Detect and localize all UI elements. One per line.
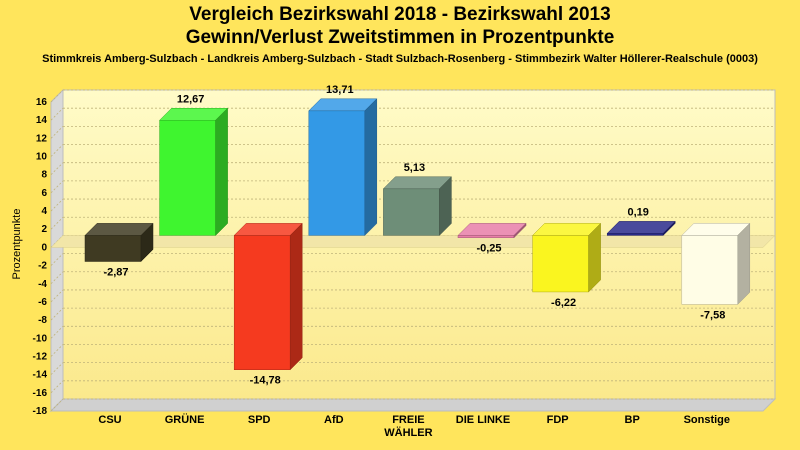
x-tick-label: WÄHLER <box>384 426 432 439</box>
y-tick-label: -18 <box>33 406 48 417</box>
y-tick-label: 12 <box>36 133 48 144</box>
data-label: 13,71 <box>326 84 354 96</box>
gridline-side <box>50 344 64 357</box>
y-tick-label: -2 <box>38 261 47 272</box>
bar-freie-w-hler <box>383 188 440 236</box>
gridline-side <box>50 144 64 157</box>
bar-side <box>215 107 228 237</box>
bar-spd <box>233 235 291 370</box>
gridline-side <box>50 362 64 375</box>
y-tick-label: 14 <box>36 115 48 126</box>
gridline-side <box>50 198 64 212</box>
y-tick-label: -6 <box>38 297 47 308</box>
chart-subtitle: Gewinn/Verlust Zweitstimmen in Prozentpu… <box>185 27 615 48</box>
gridline-side <box>50 271 64 285</box>
gridline-side <box>50 89 64 103</box>
bar-side <box>588 222 601 293</box>
x-tick-label: BP <box>625 414 640 426</box>
gridline-side <box>50 380 64 394</box>
bar-side <box>364 98 378 237</box>
bar-csu <box>84 235 142 262</box>
x-tick-label: GRÜNE <box>165 413 205 426</box>
chart-floor <box>49 398 777 412</box>
chart-side-wall <box>50 88 64 413</box>
y-tick-label: -4 <box>38 279 47 290</box>
x-tick-label: FDP <box>547 414 569 426</box>
gridline-side <box>50 289 64 303</box>
gridline-side <box>50 307 64 321</box>
gridline-side <box>50 126 64 139</box>
data-label: -0,25 <box>476 243 501 255</box>
gridline-side <box>50 107 64 121</box>
bar-sonstige <box>681 235 739 305</box>
bar-die-linke <box>457 235 515 238</box>
bar-side <box>289 222 303 371</box>
y-tick-label: 2 <box>41 224 47 235</box>
y-tick-label: 10 <box>36 152 48 163</box>
y-tick-label: -16 <box>33 388 48 399</box>
bar-fdp <box>532 235 589 293</box>
y-tick-label: -8 <box>38 315 47 326</box>
bar-gr-ne <box>159 120 216 236</box>
gridline-side <box>50 180 64 194</box>
x-tick-label: CSU <box>98 414 121 426</box>
bar-side <box>662 220 676 237</box>
y-axis-label: Prozentpunkte <box>11 209 23 280</box>
y-tick-label: -14 <box>33 370 48 381</box>
data-label: 12,67 <box>177 93 205 105</box>
data-label: -6,22 <box>551 297 576 309</box>
bar-side <box>737 222 751 305</box>
y-tick-label: 6 <box>41 188 47 199</box>
y-tick-label: -12 <box>33 351 48 362</box>
y-tick-label: 8 <box>41 170 47 181</box>
bar-side <box>513 222 527 239</box>
bar-side <box>140 222 154 263</box>
gridline-side <box>50 398 64 412</box>
zero-plane <box>50 235 776 248</box>
gridline-side <box>50 253 64 266</box>
bar-afd <box>308 110 366 236</box>
data-label: -7,58 <box>700 309 725 321</box>
data-label: 5,13 <box>404 162 425 174</box>
data-label: -2,87 <box>103 266 128 278</box>
y-tick-label: 4 <box>41 206 47 217</box>
x-tick-label: AfD <box>324 414 344 426</box>
bar-side <box>439 176 452 237</box>
data-label: 0,19 <box>627 206 648 218</box>
x-tick-label: Sonstige <box>684 414 730 426</box>
chart-title: Vergleich Bezirkswahl 2018 - Bezirkswahl… <box>189 4 611 25</box>
gridline-side <box>50 162 64 175</box>
chart-caption: Stimmkreis Amberg-Sulzbach - Landkreis A… <box>42 53 758 65</box>
x-tick-label: FREIE <box>392 414 424 426</box>
x-tick-label: DIE LINKE <box>456 414 510 426</box>
data-label: -14,78 <box>250 375 281 387</box>
x-tick-label: SPD <box>248 414 271 426</box>
bar-bp <box>606 233 664 236</box>
y-tick-label: -10 <box>33 333 48 344</box>
y-tick-label: 16 <box>36 97 48 108</box>
gridline-side <box>50 216 64 230</box>
gridline-side <box>50 326 64 339</box>
y-tick-label: 0 <box>41 242 47 253</box>
